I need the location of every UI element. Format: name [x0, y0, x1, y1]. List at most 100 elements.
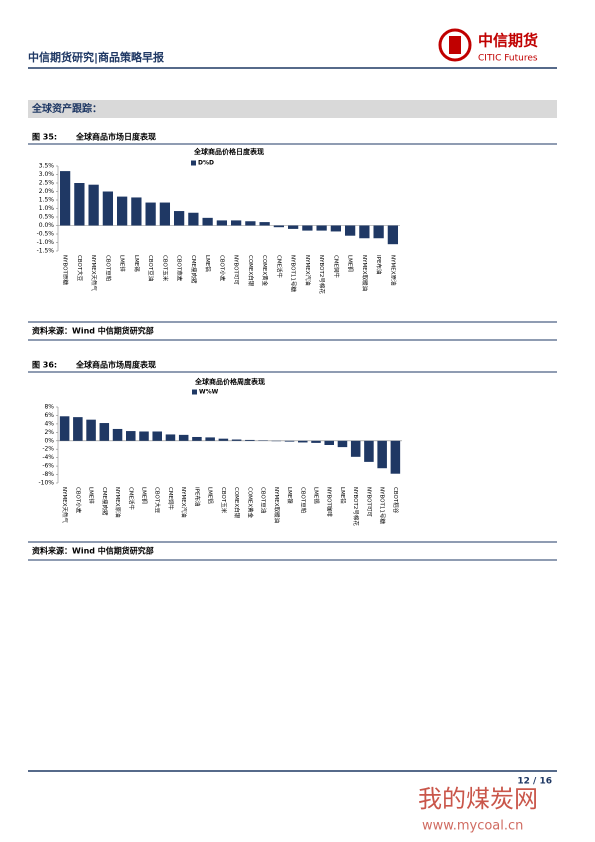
- y-tick-label: 8%: [44, 404, 54, 411]
- x-tick-label: CBOT玉米: [220, 487, 228, 514]
- y-tick-label: -4%: [42, 454, 54, 461]
- logo-icon: [438, 28, 472, 62]
- bar: [324, 440, 334, 445]
- x-tick-label: CME活牛: [127, 487, 135, 511]
- x-tick-label: CBOT大豆: [154, 487, 162, 514]
- bar: [131, 197, 142, 226]
- x-tick-label: IPE布油: [375, 255, 383, 275]
- bar: [344, 225, 356, 236]
- x-tick-label: NYBOT2号棉花: [318, 255, 326, 294]
- x-tick-label: COMEX白银: [247, 255, 255, 287]
- y-tick-label: 3.0%: [39, 171, 55, 178]
- bar: [102, 191, 114, 226]
- bar: [259, 222, 270, 226]
- figure-caption: 全球商品市场周度表现: [75, 360, 156, 370]
- bar: [273, 225, 285, 228]
- y-tick-label: -10%: [38, 480, 54, 487]
- y-tick-label: 0.0%: [39, 222, 55, 229]
- x-tick-label: CBOT豆粕: [104, 255, 112, 281]
- bar: [173, 211, 185, 226]
- logo-text: 中信期货: [478, 32, 538, 50]
- bar: [316, 225, 327, 231]
- bar: [178, 434, 189, 441]
- x-tick-label: NYBOT原糖: [62, 255, 70, 285]
- y-tick-label: 2%: [44, 429, 54, 436]
- bar: [350, 440, 361, 457]
- x-tick-label: NYMEX原油: [389, 255, 397, 286]
- section-bar: [28, 100, 557, 118]
- figure-label: 图 35:: [32, 133, 57, 142]
- bar: [387, 225, 399, 245]
- x-tick-label: CME饲牛: [332, 255, 340, 279]
- bar: [159, 202, 171, 226]
- logo-text: CITIC Futures: [478, 54, 538, 64]
- x-tick-label: CME饲牛: [167, 487, 175, 511]
- x-tick-label: CME瘦肉猪: [190, 255, 198, 284]
- bar: [245, 221, 256, 226]
- watermark-name: 我的煤炭网: [418, 785, 538, 813]
- x-tick-label: LME锡: [313, 487, 321, 504]
- bar: [112, 428, 123, 441]
- x-tick-label: NYBOT可可: [365, 487, 372, 517]
- legend-label: D%D: [198, 160, 214, 167]
- x-tick-label: NYMEX取暖油: [361, 255, 369, 291]
- y-tick-label: -0.5%: [37, 231, 55, 238]
- legend-swatch: [191, 160, 196, 166]
- y-tick-label: 0%: [44, 437, 54, 444]
- x-tick-label: LME铝: [204, 255, 212, 272]
- x-tick-label: CBOT大豆: [76, 255, 84, 282]
- bar: [205, 437, 215, 441]
- figure-caption: 全球商品市场日度表现: [75, 132, 156, 142]
- y-tick-label: -1.5%: [37, 248, 55, 255]
- y-tick-label: 2.0%: [39, 188, 55, 195]
- source: 资料来源：Wind 中信期货研究部: [32, 546, 154, 556]
- bar: [390, 440, 401, 474]
- bar: [74, 183, 85, 226]
- bar: [202, 217, 213, 226]
- bar: [99, 423, 110, 441]
- bar: [298, 440, 308, 443]
- chart-title: 全球商品价格日度表现: [193, 147, 264, 156]
- watermark-url: www.mycoal.cn: [422, 819, 523, 834]
- header-title: 中信期货研究|商品策略早报: [28, 50, 165, 64]
- y-tick-label: 1.5%: [39, 197, 55, 204]
- x-tick-label: NYMEX原油: [114, 487, 122, 518]
- x-tick-label: CBOT豆粕: [299, 487, 307, 513]
- figure-label: 图 36:: [32, 361, 57, 370]
- bar: [59, 416, 70, 441]
- x-tick-label: NYBOT2号棉花: [352, 487, 360, 526]
- x-tick-label: CBOT小麦: [218, 255, 226, 282]
- x-tick-label: COMEX白银: [233, 487, 241, 519]
- bar: [231, 439, 242, 441]
- bar: [364, 440, 374, 462]
- source: 资料来源：Wind 中信期货研究部: [32, 326, 154, 336]
- bar: [337, 440, 348, 448]
- bar: [218, 438, 229, 441]
- bar: [188, 212, 199, 226]
- bar: [377, 440, 387, 469]
- logo-icon: [449, 36, 461, 54]
- bar: [126, 431, 136, 441]
- bar: [359, 225, 370, 239]
- x-tick-label: NYBOT11号糖: [379, 487, 387, 524]
- x-tick-label: NYMEX天然气: [90, 255, 98, 291]
- x-tick-label: CBOT豆油: [260, 487, 268, 514]
- y-tick-label: -6%: [42, 463, 54, 470]
- x-tick-label: LME锌: [88, 487, 96, 504]
- x-tick-label: COMEX黄金: [261, 255, 269, 287]
- x-tick-label: CME活牛: [275, 255, 283, 279]
- x-tick-label: NYBOT咖啡: [326, 487, 334, 517]
- bar: [302, 225, 313, 231]
- x-tick-label: COMEX黄金: [246, 487, 254, 519]
- y-tick-label: 6%: [44, 412, 54, 419]
- y-tick-label: -8%: [42, 471, 54, 478]
- legend-swatch: [192, 389, 197, 395]
- x-tick-label: LME锡: [133, 255, 141, 272]
- y-tick-label: 1.0%: [39, 205, 55, 212]
- x-tick-label: IPE布油: [193, 487, 201, 507]
- x-tick-label: LME铜: [347, 255, 355, 272]
- y-tick-label: 4%: [44, 420, 54, 427]
- legend-label: W%W: [199, 389, 219, 396]
- bar: [152, 431, 162, 441]
